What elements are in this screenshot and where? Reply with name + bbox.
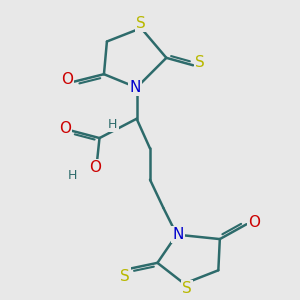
Text: S: S [120,269,130,284]
Text: O: O [61,72,73,87]
Text: O: O [89,160,101,175]
Text: S: S [182,281,192,296]
Text: S: S [195,55,205,70]
Text: N: N [130,80,141,95]
Text: O: O [59,121,71,136]
Text: H: H [108,118,118,131]
Text: N: N [172,227,184,242]
Text: S: S [136,16,146,31]
Text: H: H [68,169,77,182]
Text: O: O [248,215,260,230]
